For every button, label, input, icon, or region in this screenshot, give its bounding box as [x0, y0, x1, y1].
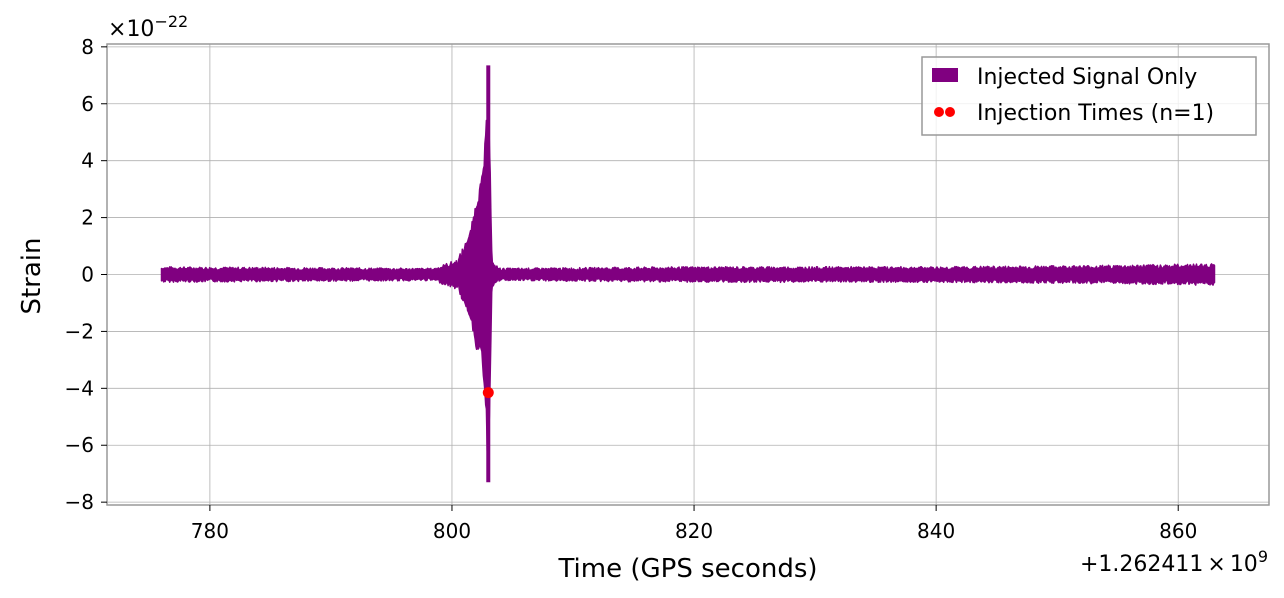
y-scale-label: ×10−22 [108, 12, 188, 42]
y-tick-label: 0 [81, 263, 94, 287]
injection-point [482, 387, 494, 399]
x-tick-label: 800 [433, 519, 471, 543]
x-tick-label: 840 [917, 519, 955, 543]
y-tick-label: −4 [65, 376, 94, 400]
legend-box [921, 56, 1257, 136]
legend-label-injection: Injection Times (n=1) [977, 101, 1214, 126]
y-tick-label: 8 [81, 35, 94, 59]
y-tick-label: −2 [65, 319, 94, 343]
y-tick-label: −6 [65, 433, 94, 457]
y-tick-label: 2 [81, 206, 94, 230]
x-axis-label: Time (GPS seconds) [557, 554, 817, 584]
legend-label-signal: Injected Signal Only [977, 65, 1197, 90]
signal-band [160, 97, 1216, 466]
x-offset-label: +1.262411 × 109 [1080, 547, 1268, 577]
x-tick-label: 780 [191, 519, 229, 543]
legend-marker-injection [945, 107, 955, 117]
y-tick-label: 6 [81, 92, 94, 116]
plot-series [160, 65, 1216, 483]
legend: Injected Signal Only Injection Times (n=… [921, 56, 1257, 136]
y-axis-label: Strain [17, 237, 47, 314]
ticks: 780 800 820 840 860 −8 −6 −4 −2 0 2 4 6 8 [65, 35, 1198, 543]
y-tick-label: 4 [81, 149, 94, 173]
x-tick-label: 820 [675, 519, 713, 543]
legend-swatch-signal [932, 68, 958, 82]
y-tick-label: −8 [65, 490, 94, 514]
x-tick-label: 860 [1159, 519, 1197, 543]
legend-marker-injection [934, 107, 944, 117]
